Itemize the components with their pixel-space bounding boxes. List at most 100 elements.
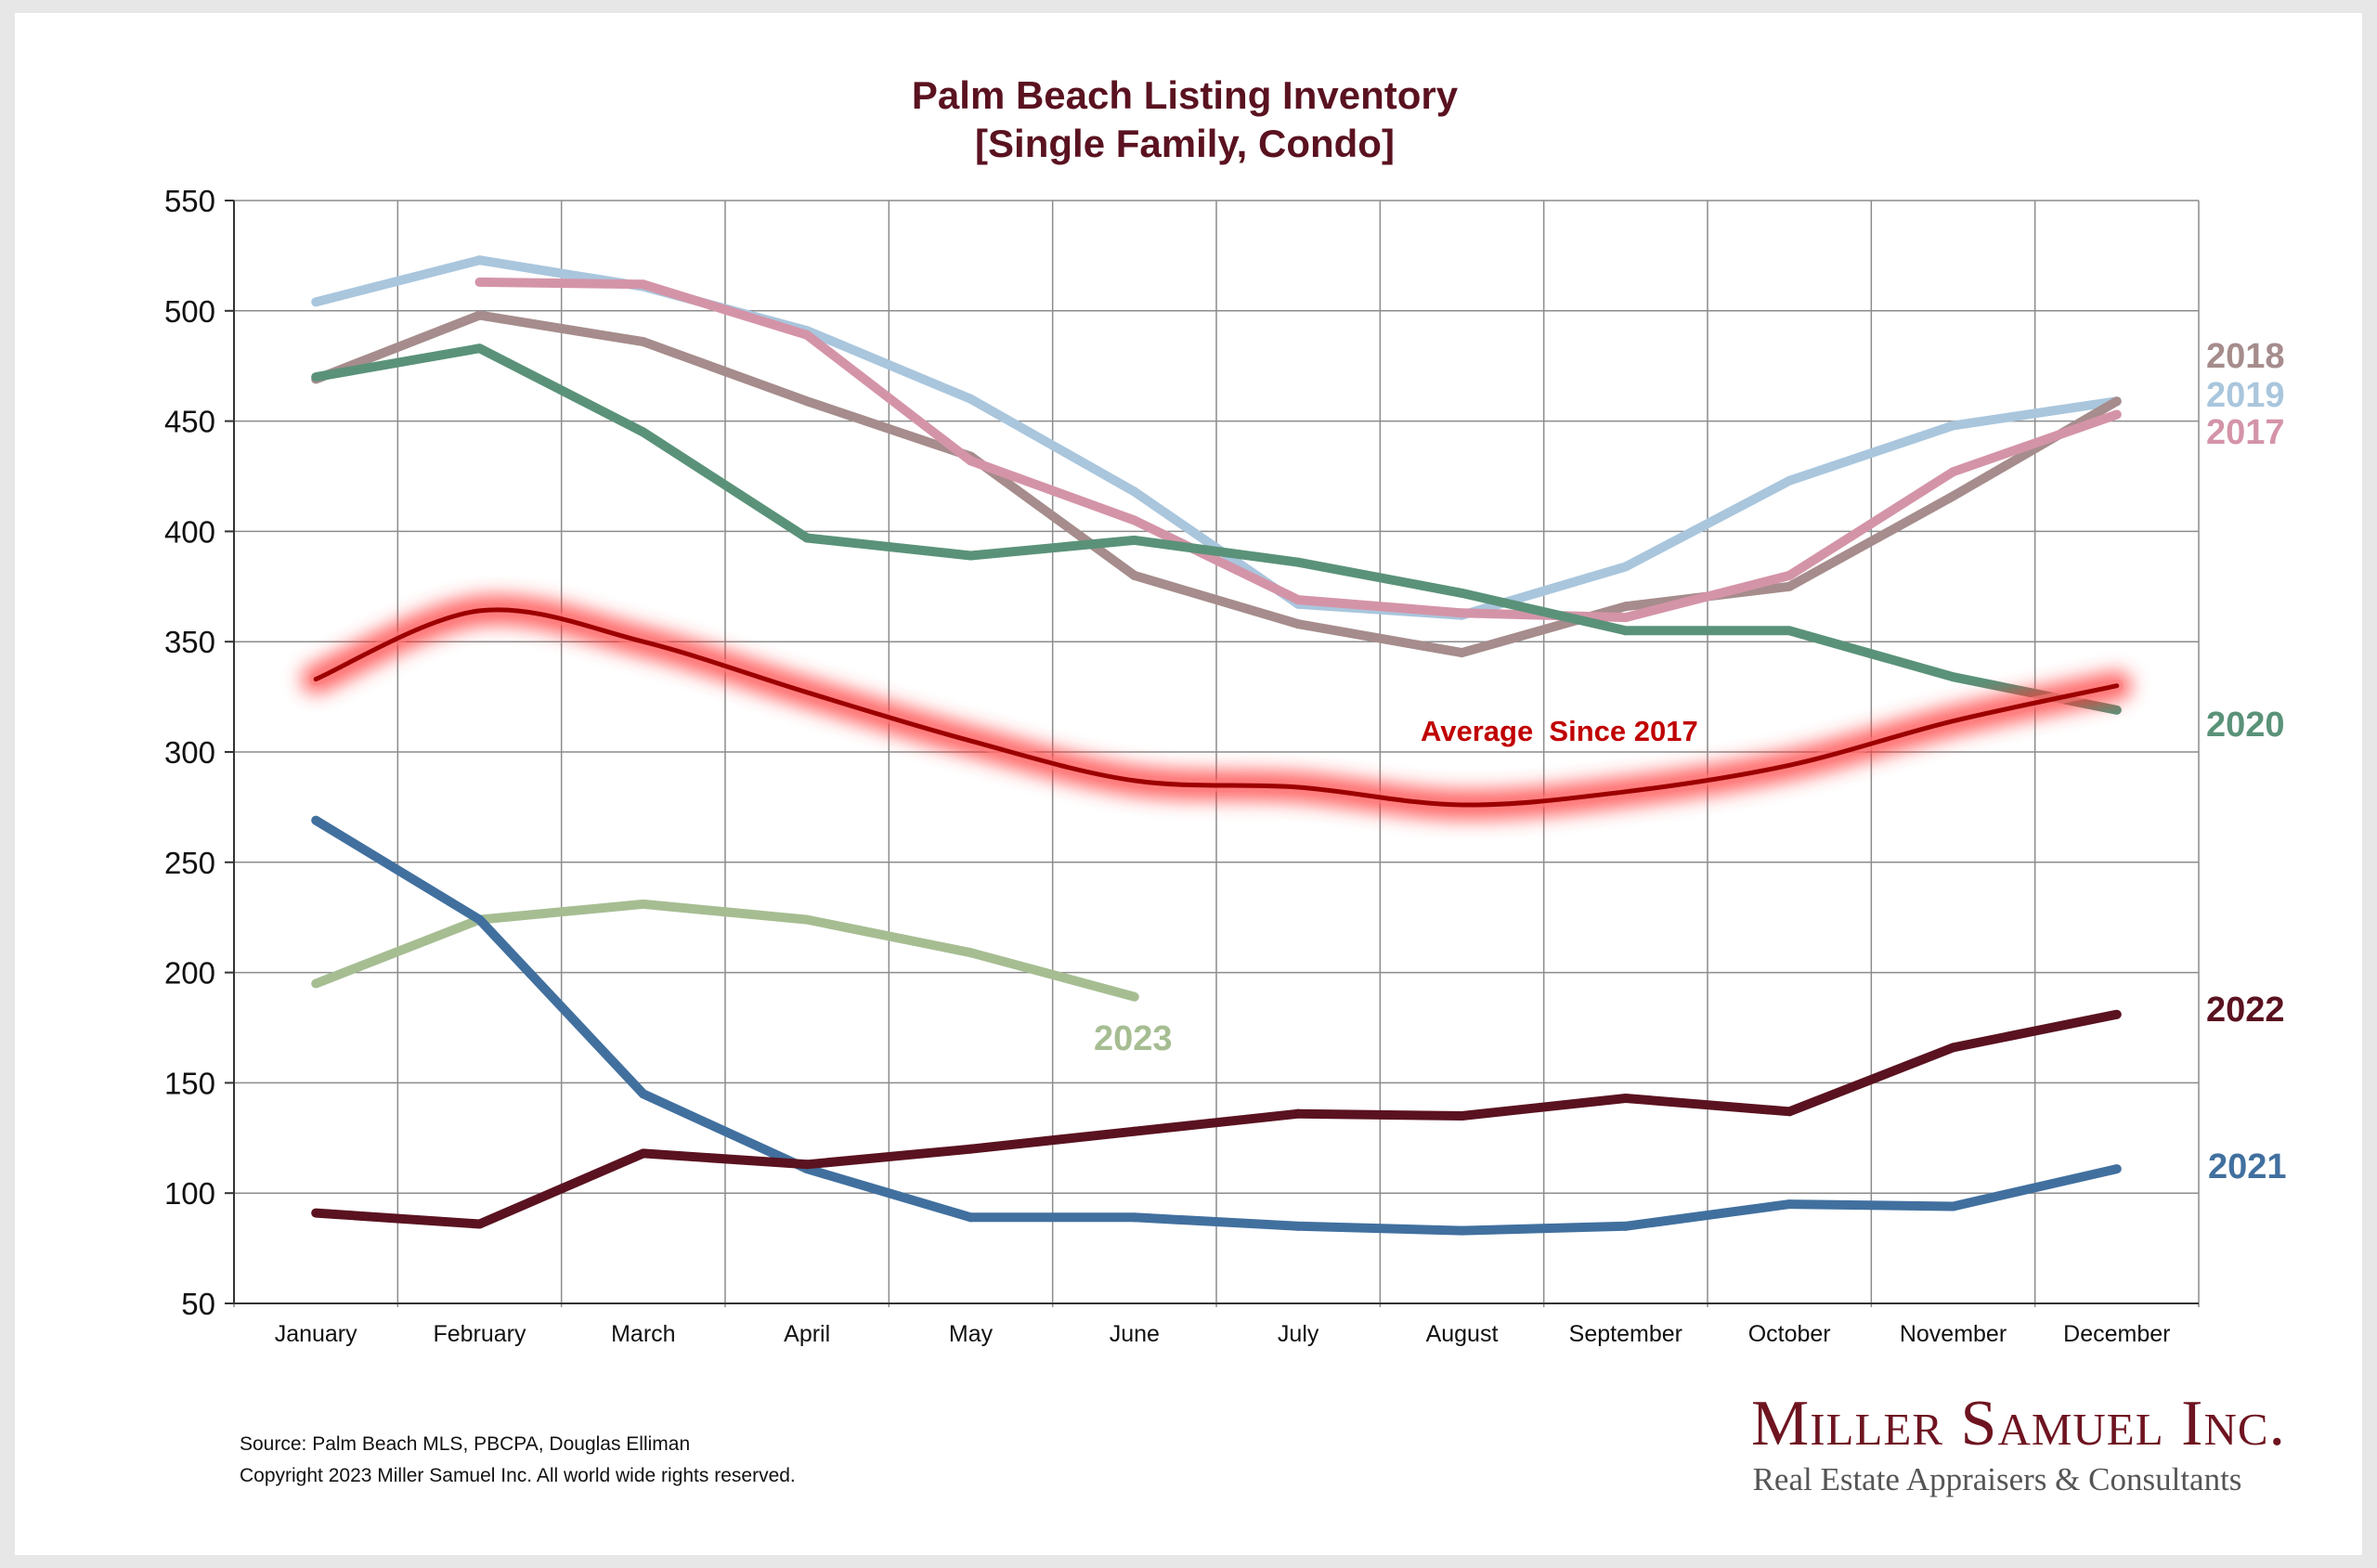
company-logo-name: Miller Samuel Inc. <box>1751 1388 2287 1459</box>
x-tick-label: September <box>1569 1321 1682 1347</box>
data-point-2021 <box>1948 1201 1958 1212</box>
series-lines <box>301 255 2132 1236</box>
series-label-2018: 2018 <box>2206 337 2285 376</box>
data-point-2017 <box>802 330 812 340</box>
data-point-2018 <box>1129 570 1139 580</box>
y-tick-label: 550 <box>164 184 215 218</box>
data-point-2018 <box>1457 648 1467 658</box>
chart-subtitle: [Single Family, Condo] <box>975 122 1395 165</box>
data-point-2022 <box>1457 1111 1467 1121</box>
data-point-2023 <box>802 914 812 925</box>
chart-frame: Palm Beach Listing Inventory [Single Fam… <box>15 13 2362 1555</box>
x-axis-ticks: January February March April May June July Augu… <box>275 1321 2171 1347</box>
data-point-2021 <box>1620 1221 1630 1231</box>
data-point-2020 <box>1948 672 1958 682</box>
data-point-2020 <box>1785 626 1795 636</box>
chart-grid <box>233 200 2200 1307</box>
data-point-2017 <box>1948 467 1958 477</box>
data-point-2023 <box>638 899 648 909</box>
data-point-2019 <box>966 394 976 404</box>
x-tick-label: January <box>275 1321 357 1347</box>
data-point-2020 <box>802 533 812 543</box>
series-label-2021: 2021 <box>2208 1147 2287 1186</box>
y-tick-label: 400 <box>164 514 215 549</box>
data-point-2021 <box>1129 1212 1139 1223</box>
series-line-2023 <box>314 899 1137 1002</box>
data-point-2022 <box>1129 1126 1139 1136</box>
x-tick-label: May <box>949 1321 994 1347</box>
data-point-2021 <box>1293 1221 1304 1231</box>
data-point-2020 <box>1293 557 1304 567</box>
company-logo-tagline: Real Estate Appraisers & Consultants <box>1752 1461 2242 1497</box>
y-tick-label: 50 <box>181 1287 215 1321</box>
data-point-2021 <box>311 815 321 825</box>
data-point-2019 <box>1129 486 1139 497</box>
data-point-2019 <box>1620 562 1630 572</box>
data-point-2023 <box>311 978 321 989</box>
data-point-2022 <box>1293 1108 1304 1119</box>
data-point-2023 <box>966 948 976 958</box>
y-axis-ticks: 50 100 150 200 250 300 350 400 450 500 550 <box>164 184 234 1321</box>
data-point-2021 <box>1457 1225 1467 1236</box>
data-point-2021 <box>638 1089 648 1099</box>
data-point-2018 <box>1785 581 1795 591</box>
y-tick-label: 150 <box>164 1066 215 1100</box>
data-point-2022 <box>966 1144 976 1154</box>
data-point-2017 <box>1129 515 1139 525</box>
x-tick-label: October <box>1748 1321 1831 1347</box>
average-line <box>313 607 2120 808</box>
y-tick-label: 350 <box>164 625 215 659</box>
data-point-2020 <box>1129 535 1139 545</box>
y-tick-label: 500 <box>164 294 215 329</box>
x-tick-label: February <box>433 1321 526 1347</box>
data-point-2022 <box>1785 1107 1795 1117</box>
data-point-2018 <box>474 310 485 320</box>
data-point-2022 <box>474 1219 485 1229</box>
data-point-2019 <box>1948 421 1958 431</box>
series-label-2019: 2019 <box>2206 376 2285 415</box>
copyright-note: Copyright 2023 Miller Samuel Inc. All wo… <box>240 1465 796 1486</box>
series-label-2020: 2020 <box>2206 706 2285 745</box>
y-tick-label: 250 <box>164 846 215 880</box>
data-point-2018 <box>1620 602 1630 612</box>
data-point-2021 <box>966 1212 976 1223</box>
data-point-2018 <box>1948 491 1958 501</box>
data-point-2020 <box>311 372 321 382</box>
data-point-2020 <box>1620 626 1630 636</box>
data-point-2019 <box>1785 475 1795 486</box>
data-point-2018 <box>2111 396 2122 407</box>
data-point-2017 <box>1293 595 1304 605</box>
data-point-2019 <box>474 255 485 266</box>
data-point-2022 <box>311 1208 321 1218</box>
data-point-2022 <box>638 1148 648 1159</box>
data-point-2017 <box>1457 608 1467 618</box>
series-label-2023: 2023 <box>1094 1019 1173 1058</box>
data-point-2018 <box>802 396 812 407</box>
data-point-2017 <box>966 456 976 466</box>
series-line-2022 <box>315 1009 2118 1229</box>
data-point-2017 <box>1785 570 1795 580</box>
data-point-2020 <box>966 551 976 561</box>
data-point-2022 <box>802 1160 812 1170</box>
chart-title: Palm Beach Listing Inventory <box>912 73 1459 117</box>
data-point-2020 <box>638 427 648 437</box>
data-point-2022 <box>1948 1043 1958 1053</box>
x-tick-label: June <box>1110 1321 1160 1347</box>
y-tick-label: 450 <box>164 405 215 439</box>
y-tick-label: 100 <box>164 1176 215 1211</box>
series-labels: 2018 2019 2017 2020 2022 2021 2023 Avera… <box>1094 337 2287 1186</box>
series-line-2018 <box>314 310 2120 658</box>
series-line-2020 <box>315 343 2118 715</box>
data-point-2018 <box>1293 619 1304 629</box>
x-tick-label: March <box>611 1321 675 1347</box>
x-tick-label: November <box>1900 1321 2007 1347</box>
x-tick-label: December <box>2063 1321 2170 1347</box>
data-point-2023 <box>1129 991 1139 1002</box>
series-label-2017: 2017 <box>2206 413 2285 452</box>
source-note: Source: Palm Beach MLS, PBCPA, Douglas E… <box>240 1433 691 1455</box>
data-point-2020 <box>1457 588 1467 598</box>
data-point-2021 <box>474 914 485 925</box>
x-tick-label: April <box>784 1321 830 1347</box>
data-point-2022 <box>1620 1094 1630 1104</box>
line-chart: Palm Beach Listing Inventory [Single Fam… <box>164 73 2287 1347</box>
